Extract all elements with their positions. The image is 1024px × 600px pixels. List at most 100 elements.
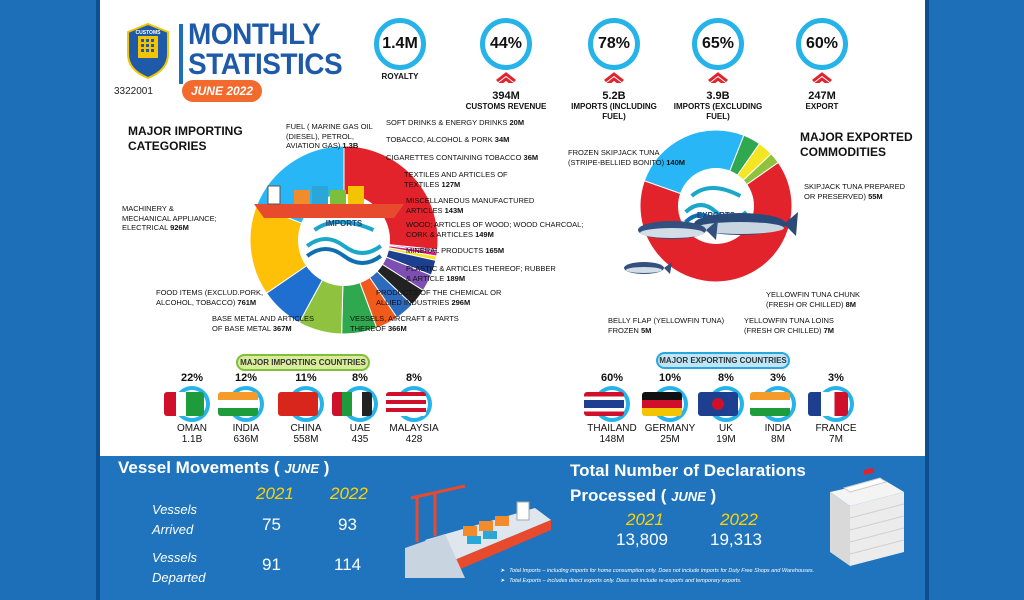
vessels-departed-2022: 114 [334, 555, 362, 574]
export-commodity-label: YELLOWFIN TUNA LOINS (FRESH OR CHILLED) … [744, 316, 854, 335]
country-ring [698, 386, 744, 422]
country-ring [584, 386, 630, 422]
import-category-label: FOOD ITEMS (EXCLUD.PORK, ALCOHOL, TOBACC… [156, 288, 266, 307]
country-name: UAE [349, 423, 371, 434]
country-item: 12% INDIA 636M [214, 372, 278, 445]
import-category-label: TOBACCO, ALCOHOL & PORK 34M [386, 135, 546, 145]
category-name: WOOD; ARTICLES OF WOOD; WOOD CHARCOAL; C… [406, 220, 584, 239]
uk-flag-icon [698, 392, 738, 416]
category-name: CIGARETTES CONTAINING TOBACCO [386, 153, 522, 162]
category-name: MACHINERY & MECHANICAL APPLIANCE; ELECTR… [122, 204, 217, 232]
kpi-item: 78% 5.2B IMPORTS (INCLUDING FUEL) [569, 18, 659, 122]
commodity-value: 5M [640, 325, 652, 335]
category-name: VESSELS, AIRCRAFT & PARTS THEREOF [350, 314, 459, 333]
vessels-arrived-label: Vessels Arrived [152, 500, 197, 540]
title-line-1: MONTHLY [188, 17, 321, 51]
country-name: THAILAND [587, 423, 637, 434]
declarations-title-text: Processed ( [570, 486, 667, 505]
country-ring [278, 386, 324, 422]
uae-flag-icon [332, 392, 372, 416]
declarations-title: Total Number of Declarations Processed (… [570, 458, 806, 509]
vessel-title-text: Vessel Movements ( [118, 458, 280, 477]
page-title: MONTHLY STATISTICS [188, 17, 343, 80]
declarations-2022: 19,313 [710, 530, 762, 549]
vessels-arrived-2022: 93 [338, 515, 357, 534]
country-ring [642, 386, 688, 422]
category-value: 761M [237, 297, 257, 307]
category-name: FUEL ( MARINE GAS OIL (DIESEL), PETROL, … [286, 122, 373, 150]
category-value: 165M [485, 246, 505, 255]
kpi-item: 65% 3.9B IMPORTS (EXCLUDING FUEL) [673, 18, 763, 122]
import-category-label: FUEL ( MARINE GAS OIL (DIESEL), PETROL, … [286, 122, 386, 151]
export-commodity-label: BELLY FLAP (YELLOWFIN TUNA) FROZEN 5M [608, 316, 728, 335]
increase-arrow-icon [708, 72, 728, 88]
category-name: PRODUCTS OF THE CHEMICAL OR ALLIED INDUS… [376, 288, 502, 307]
country-ring [750, 386, 796, 422]
commodity-name: BELLY FLAP (YELLOWFIN TUNA) FROZEN [608, 316, 725, 335]
country-value: 428 [405, 434, 423, 445]
increase-arrow-icon [604, 72, 624, 88]
china-flag-icon [278, 392, 318, 416]
declarations-title-close: ) [710, 486, 717, 505]
arrived-line-2: Arrived [152, 522, 194, 537]
category-name: SOFT DRINKS & ENERGY DRINKS [386, 118, 508, 127]
document-stack-illustration [830, 467, 905, 566]
india-flag-icon [750, 392, 790, 416]
country-value: 558M [293, 434, 319, 445]
departed-line-2: Departed [152, 570, 206, 585]
india-flag-icon [218, 392, 258, 416]
declarations-year-2022: 2022 [720, 510, 758, 529]
kpi-ring: 1.4M [374, 18, 426, 70]
month-badge: JUNE 2022 [182, 80, 262, 102]
country-percent: 8% [352, 372, 368, 384]
kpi-label: IMPORTS (INCLUDING FUEL) [571, 102, 657, 121]
vessel-year-2022: 2022 [330, 484, 368, 503]
country-percent: 8% [718, 372, 734, 384]
country-name: OMAN [177, 423, 207, 434]
import-category-label: PLASTIC & ARTICLES THEREOF; RUBBER & ART… [406, 264, 556, 283]
country-ring [164, 386, 210, 422]
exporting-countries-heading: MAJOR EXPORTING COUNTRIES [656, 352, 790, 369]
category-name: BASE METAL AND ARTICLES OF BASE METAL [212, 314, 314, 333]
arrived-line-1: Vessels [152, 502, 198, 517]
kpi-value: 247M [808, 90, 836, 102]
departed-line-1: Vessels [152, 550, 198, 565]
country-value: 435 [351, 434, 369, 445]
country-ring [808, 386, 854, 422]
note-imports-text: Total Imports – including imports for ho… [509, 568, 815, 574]
kpi-label: ROYALTY [381, 72, 419, 81]
germany-flag-icon [642, 392, 682, 416]
kpi-value: 3.9B [706, 90, 730, 102]
imports-pie-wave-icon [305, 220, 383, 265]
increase-arrow-icon [812, 72, 832, 88]
kpi-ring: 44% [480, 18, 532, 70]
country-value: 8M [771, 434, 785, 445]
france-flag-icon [808, 392, 848, 416]
import-category-label: TEXTILES AND ARTICLES OF TEXTILES 127M [404, 170, 524, 189]
country-percent: 11% [295, 372, 317, 384]
country-name: MALAYSIA [389, 423, 439, 434]
vessels-departed-label: Vessels Departed [152, 548, 205, 588]
country-percent: 10% [658, 372, 682, 384]
category-value: 127M [441, 179, 461, 189]
note-exports-text: Total Exports – includes direct exports … [509, 578, 742, 584]
declarations-title-line-1: Total Number of Declarations [570, 461, 806, 480]
country-percent: 3% [770, 372, 786, 384]
importing-categories-heading: MAJOR IMPORTING CATEGORIES [128, 124, 243, 153]
declarations-title-month: JUNE [671, 489, 706, 504]
country-item: 60% THAILAND 148M [580, 372, 644, 445]
kpi-label: IMPORTS (EXCLUDING FUEL) [673, 102, 763, 121]
kpi-item: 1.4M ROYALTY [355, 18, 445, 82]
country-name: INDIA [764, 423, 792, 434]
imports-pie-chart: IMPORTS [249, 145, 439, 335]
commodity-value: 55M [868, 191, 883, 201]
title-divider [179, 24, 183, 84]
commodity-name: SKIPJACK TUNA PREPARED OR PRESERVED) [804, 182, 906, 201]
notes: ➤ Total Imports – including imports for … [500, 566, 920, 586]
declarations-2021: 13,809 [616, 530, 668, 549]
kpi-label: EXPORT [805, 102, 839, 111]
country-value: 19M [716, 434, 736, 445]
imports-center-label: IMPORTS [326, 219, 363, 228]
vessels-departed-2021: 91 [262, 555, 281, 574]
country-item: 10% GERMANY 25M [638, 372, 702, 445]
